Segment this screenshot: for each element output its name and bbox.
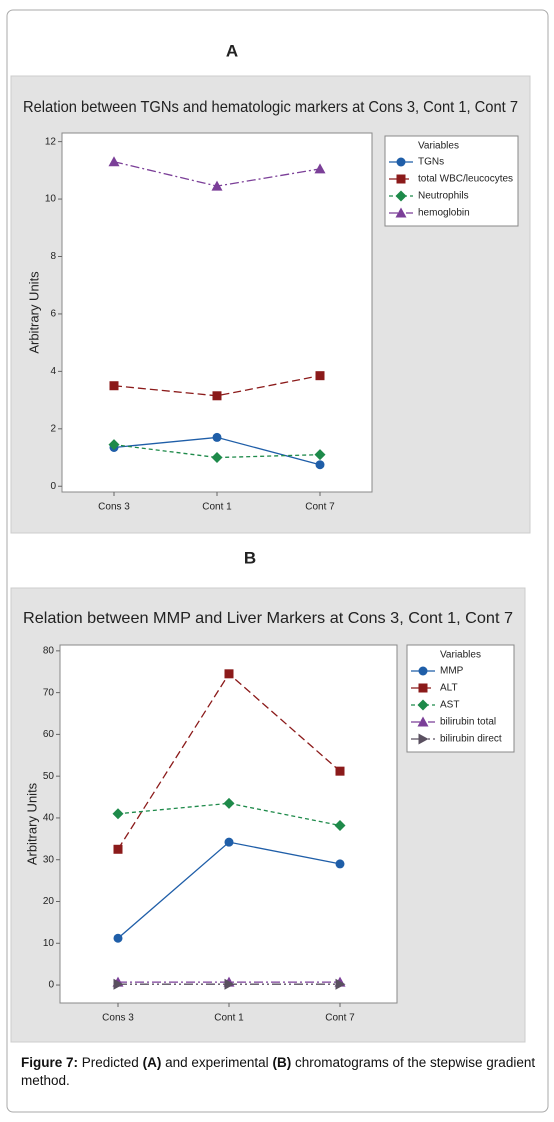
caption-text: (B) <box>272 1055 292 1070</box>
chart-title: Relation between TGNs and hematologic ma… <box>23 99 518 116</box>
x-tick-label: Cons 3 <box>102 1013 134 1024</box>
y-tick-label: 10 <box>43 938 55 949</box>
legend-label: Neutrophils <box>418 191 469 202</box>
y-tick-label: 10 <box>45 194 57 205</box>
caption-text: Figure 7: <box>21 1055 79 1070</box>
y-tick-label: 12 <box>45 136 57 147</box>
y-tick-label: 30 <box>43 854 55 865</box>
y-tick-label: 8 <box>50 251 56 262</box>
marker <box>108 156 120 167</box>
y-tick-label: 40 <box>43 813 55 824</box>
marker <box>109 381 119 391</box>
y-tick-label: 60 <box>43 729 55 740</box>
series-line <box>117 802 341 827</box>
legend-label: total WBC/leucocytes <box>418 174 513 185</box>
y-axis-label: Arbitrary Units <box>24 782 39 865</box>
legend-box <box>384 135 519 227</box>
marker <box>418 683 428 693</box>
marker <box>113 933 123 943</box>
legend-label: bilirubin direct <box>440 734 502 745</box>
y-tick-label: 6 <box>50 309 56 320</box>
marker <box>224 837 234 847</box>
marker <box>335 978 346 990</box>
marker <box>396 174 406 184</box>
marker <box>395 207 407 218</box>
y-tick-label: 80 <box>43 645 55 656</box>
marker <box>418 666 428 676</box>
marker <box>224 978 235 990</box>
marker <box>315 371 325 381</box>
legend-label: bilirubin total <box>440 717 496 728</box>
marker <box>396 157 406 167</box>
marker <box>211 180 223 191</box>
chart-title: Relation between MMP and Liver Markers a… <box>23 610 513 627</box>
x-tick-label: Cont 7 <box>305 502 335 513</box>
legend-label: hemoglobin <box>418 208 470 219</box>
marker <box>314 163 326 174</box>
marker <box>417 716 429 727</box>
marker <box>224 669 234 679</box>
marker <box>212 391 222 401</box>
y-tick-label: 4 <box>50 366 56 377</box>
caption-text: chromatograms of the stepwise gradient m… <box>21 1055 536 1088</box>
y-tick-label: 2 <box>50 423 56 434</box>
marker <box>418 733 429 745</box>
legend-box <box>406 644 515 753</box>
x-tick-label: Cont 7 <box>325 1013 355 1024</box>
y-tick-label: 20 <box>43 896 55 907</box>
marker <box>212 432 222 442</box>
marker <box>315 460 325 470</box>
y-tick-label: 70 <box>43 687 55 698</box>
x-tick-label: Cont 1 <box>202 502 232 513</box>
legend-label: TGNs <box>418 157 444 168</box>
x-tick-label: Cons 3 <box>98 502 130 513</box>
plot-area <box>61 132 373 493</box>
marker <box>108 439 120 451</box>
y-tick-label: 0 <box>50 481 56 492</box>
x-tick-label: Cont 1 <box>214 1013 244 1024</box>
y-tick-label: 0 <box>48 980 54 991</box>
caption-text: Predicted <box>81 1055 139 1070</box>
marker <box>113 844 123 854</box>
marker <box>334 819 346 831</box>
panel-label: A <box>226 41 238 60</box>
marker <box>223 797 235 809</box>
marker <box>113 978 124 990</box>
marker <box>314 449 326 461</box>
marker <box>335 766 345 776</box>
marker <box>395 190 407 202</box>
caption-text: (A) <box>142 1055 162 1070</box>
marker <box>417 699 429 711</box>
plot-area <box>59 644 398 1004</box>
y-axis-label: Arbitrary Units <box>26 271 41 354</box>
legend-label: AST <box>440 700 459 711</box>
caption: Figure 7: Predicted (A) and experimental… <box>21 1054 541 1090</box>
legend-title: Variables <box>440 650 481 661</box>
legend-label: ALT <box>440 683 458 694</box>
caption-text: and experimental <box>165 1055 269 1070</box>
y-tick-label: 50 <box>43 771 55 782</box>
marker <box>335 859 345 869</box>
marker <box>211 452 223 464</box>
panel-label: B <box>244 548 256 567</box>
legend-title: Variables <box>418 141 459 152</box>
marker <box>112 808 124 820</box>
legend-label: MMP <box>440 666 464 677</box>
